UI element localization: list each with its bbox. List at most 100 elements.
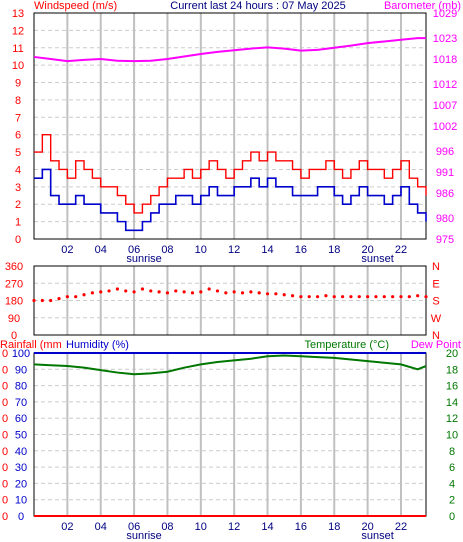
wind-barometer-panel: 0123456789101112139759809869919961002100…: [12, 8, 457, 265]
barometer-tick-label: 980: [436, 213, 454, 225]
humidity-tick-label: 90: [15, 364, 27, 376]
rain-tick-label: 0: [2, 364, 8, 376]
direction-point: [332, 295, 336, 299]
wind-tick-label: 10: [12, 60, 24, 72]
windspeed-axis-title: Windspeed (m/s): [34, 0, 117, 12]
sunrise-label: sunrise: [126, 253, 161, 265]
barometer-line: [33, 37, 426, 63]
time-tick-label: 18: [328, 521, 340, 533]
temperature-line: [33, 354, 427, 376]
direction-point: [32, 298, 36, 303]
sunrise-label: sunrise: [126, 530, 161, 542]
barometer-tick-label: 975: [436, 234, 454, 246]
humidity-tick-label: 10: [15, 495, 27, 507]
direction-point: [99, 290, 103, 294]
direction-point: [282, 293, 286, 297]
direction-point: [407, 295, 411, 299]
time-tick-label: 14: [261, 521, 273, 533]
direction-point: [315, 295, 320, 299]
wind-tick-label: 8: [15, 95, 21, 107]
wind-panel-frame: [33, 12, 427, 240]
temperature-tick-label: 0: [449, 511, 455, 523]
direction-point: [274, 292, 278, 296]
barometer-tick-label: 1018: [433, 54, 457, 66]
time-tick-label: 10: [195, 521, 207, 533]
rain-tick-label: 0: [2, 397, 8, 409]
direction-point: [374, 295, 378, 299]
time-tick-label: 16: [295, 244, 307, 256]
time-tick-label: 20: [361, 521, 373, 533]
wind-tick-label: 0: [15, 234, 21, 246]
direction-point: [249, 290, 253, 294]
barometer-tick-label: 1023: [433, 33, 457, 45]
wind-tick-label: 11: [12, 43, 23, 55]
compass-tick-label: N: [432, 330, 440, 342]
time-tick-label: 12: [228, 521, 240, 533]
chart-title: Current last 24 hours : 07 May 2025: [170, 0, 345, 12]
rainfall-axis-title: Rainfall (mm: [0, 339, 62, 351]
direction-point: [65, 295, 69, 299]
direction-point: [265, 292, 270, 296]
direction-point: [190, 291, 195, 295]
direction-point: [207, 287, 211, 291]
direction-point: [40, 298, 44, 303]
rain-tick-label: 0: [2, 430, 8, 442]
time-tick-label: 06: [128, 521, 140, 533]
direction-point: [349, 295, 353, 299]
direction-point: [240, 291, 245, 295]
direction-point: [165, 291, 170, 295]
direction-point: [49, 298, 53, 303]
time-tick-label: 18: [328, 244, 340, 256]
wind-tick-label: 6: [15, 130, 21, 142]
direction-point: [174, 289, 178, 293]
temperature-tick-label: 18: [446, 364, 458, 376]
temperature-tick-label: 12: [446, 413, 458, 425]
humidity-tick-label: 100: [12, 348, 30, 360]
rain-tick-label: 0: [2, 348, 8, 360]
direction-tick-label: 360: [5, 261, 23, 273]
barometer-tick-label: 991: [436, 167, 454, 179]
direction-point: [357, 295, 361, 299]
wind-tick-label: 9: [15, 78, 21, 90]
barometer-tick-label: 1029: [433, 8, 457, 20]
wind-tick-label: 2: [15, 199, 21, 211]
rain-tick-label: 0: [2, 495, 8, 507]
rain-tick-label: 0: [2, 478, 8, 490]
rain-tick-label: 0: [2, 446, 8, 458]
direction-point: [424, 295, 428, 299]
compass-tick-label: E: [432, 278, 439, 290]
time-tick-label: 10: [195, 244, 207, 256]
sunset-label: sunset: [361, 530, 393, 542]
wind-tick-label: 3: [15, 182, 21, 194]
barometer-tick-label: 986: [436, 188, 454, 200]
temperature-tick-label: 8: [449, 446, 455, 458]
time-tick-label: 22: [395, 244, 407, 256]
humidity-axis-title: Humidity (%): [66, 339, 129, 351]
direction-point: [90, 291, 94, 295]
direction-point: [391, 295, 395, 299]
barometer-tick-label: 996: [436, 146, 454, 158]
rain-tick-label: 0: [2, 381, 8, 393]
direction-point: [115, 287, 120, 291]
time-tick-label: 14: [261, 244, 273, 256]
compass-tick-label: N: [432, 261, 440, 273]
direction-point: [232, 290, 236, 294]
time-tick-label: 12: [228, 244, 240, 256]
direction-point: [366, 295, 370, 299]
wind-tick-label: 12: [12, 25, 24, 37]
humidity-tick-label: 60: [15, 413, 27, 425]
direction-point: [416, 294, 420, 298]
direction-tick-label: 180: [5, 296, 23, 308]
time-tick-label: 04: [95, 521, 107, 533]
direction-tick-label: 270: [5, 278, 23, 290]
humidity-tick-label: 50: [15, 430, 27, 442]
wind-tick-label: 5: [15, 147, 21, 159]
time-tick-label: 08: [161, 521, 173, 533]
temperature-tick-label: 10: [446, 430, 458, 442]
humidity-tick-label: 0: [18, 511, 24, 523]
direction-point: [74, 295, 78, 299]
average-wind-line: [34, 168, 427, 232]
wind-tick-label: 7: [15, 112, 21, 124]
temperature-axis-title: Temperature (°C): [305, 339, 389, 351]
